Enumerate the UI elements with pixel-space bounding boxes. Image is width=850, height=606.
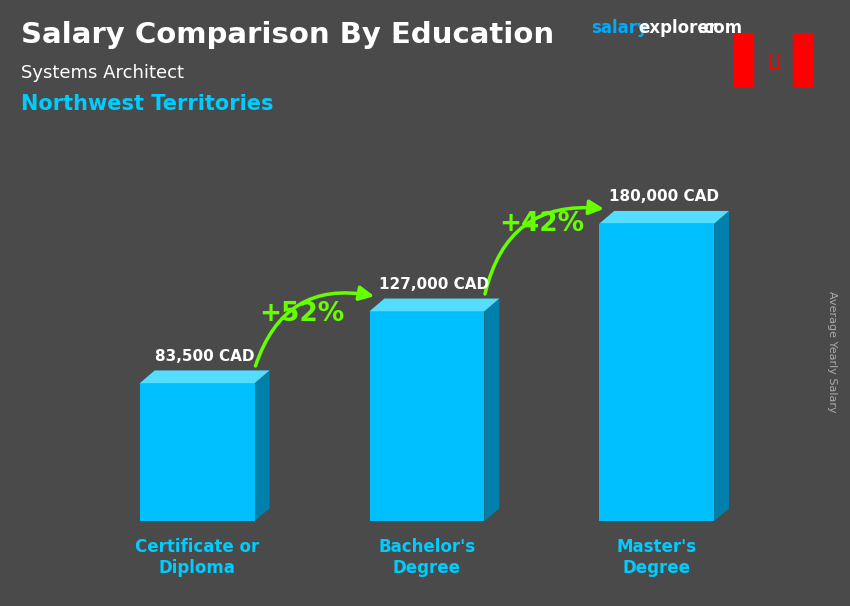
Text: 83,500 CAD: 83,500 CAD <box>155 349 254 364</box>
Polygon shape <box>714 211 729 521</box>
Polygon shape <box>599 211 729 224</box>
Text: Systems Architect: Systems Architect <box>21 64 184 82</box>
Text: 🍁: 🍁 <box>768 52 779 70</box>
Text: salary: salary <box>591 19 648 38</box>
Polygon shape <box>255 370 269 521</box>
Polygon shape <box>370 311 484 521</box>
Text: explorer: explorer <box>638 19 717 38</box>
Text: 180,000 CAD: 180,000 CAD <box>609 190 719 204</box>
Text: 127,000 CAD: 127,000 CAD <box>379 277 490 292</box>
Text: Salary Comparison By Education: Salary Comparison By Education <box>21 21 554 49</box>
Polygon shape <box>139 370 269 383</box>
Polygon shape <box>599 224 714 521</box>
Polygon shape <box>484 299 499 521</box>
Polygon shape <box>370 299 499 311</box>
Text: +52%: +52% <box>259 302 344 327</box>
Bar <box>733 33 753 88</box>
Text: .com: .com <box>697 19 742 38</box>
Text: +42%: +42% <box>499 211 585 237</box>
Text: Average Yearly Salary: Average Yearly Salary <box>827 291 837 412</box>
Text: Northwest Territories: Northwest Territories <box>21 94 274 114</box>
Bar <box>793 33 813 88</box>
Polygon shape <box>139 383 255 521</box>
